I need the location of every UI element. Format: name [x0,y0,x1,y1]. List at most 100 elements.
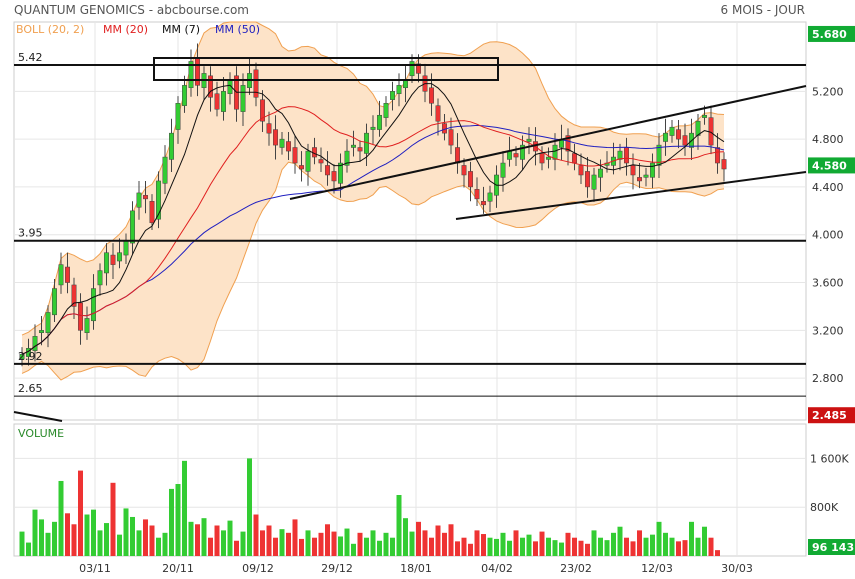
volume-bar [539,531,545,556]
candle [565,128,571,166]
candle [715,133,720,174]
volume-bar [169,488,174,556]
candle-body [526,138,532,142]
candle-body [598,168,603,178]
candle [546,147,551,169]
candle-body [110,254,116,265]
candle [136,180,142,220]
volume-bar [240,531,246,556]
volume-bar [500,532,506,556]
price-tick-label: 3.600 [812,277,844,290]
candle-body [396,85,402,94]
candle [32,324,38,362]
volume-bar [344,528,350,556]
candle [630,153,636,190]
candle [84,306,90,340]
volume-bar [312,537,317,556]
candle-body [84,318,90,334]
candle [149,194,155,230]
volume-bar [234,540,239,556]
volume-bar [214,525,220,556]
candle [682,123,688,156]
candle [637,163,642,189]
candle-body [630,165,636,176]
volume-bar [32,509,38,556]
volume-bar [331,531,337,556]
date-tick-label: 23/02 [560,562,592,575]
trendline-upper [289,85,807,200]
candle [539,146,545,171]
legend: BOLL (20, 2) MM (20) MM (7) MM (50) [16,23,260,36]
candle [663,118,668,156]
volume-bar [637,530,642,556]
volume-bar [435,525,441,556]
volume-bar [383,532,389,556]
volume-bar [52,521,57,556]
volume-bar [513,530,519,556]
axis-max-badge: 5.680 [812,28,847,41]
volume-bar [377,540,382,556]
candle-body [97,270,103,286]
volume-bar [338,536,343,556]
candle-body [520,144,525,160]
candle-body [383,103,389,118]
candle [383,96,389,127]
candle-body [149,201,155,224]
last-price-badge: 4.580 [812,159,847,172]
candle [344,139,350,173]
candle-body [656,144,662,166]
candle-body [279,138,285,148]
legend-boll: BOLL (20, 2) [16,23,84,36]
volume-bar [494,538,499,556]
volume-bar [201,518,207,556]
volume-bar [91,509,96,556]
volume-bar [208,537,213,556]
axis-max-badge-bg [808,25,855,42]
candle [357,140,363,162]
volume-bar [71,524,77,556]
volume-bar [266,525,272,556]
candle-body [71,284,77,307]
candle-body [663,132,668,142]
volume-bar [663,532,668,556]
candle-body [487,192,493,202]
candle-body [552,144,558,160]
candle-body [650,162,655,178]
volume-bar [409,531,415,556]
candle-body [273,129,278,146]
candle [253,62,259,107]
volume-bar [689,521,694,556]
date-tick-label: 09/12 [242,562,274,575]
candle-body [624,147,629,164]
volume-bar [364,537,369,556]
candle-body [318,159,324,164]
date-tick-label: 20/11 [162,562,194,575]
date-tick-label: 30/03 [721,562,753,575]
volume-bar [357,532,363,556]
candle-body [208,75,213,98]
candle [45,305,51,348]
candle-body [52,288,57,316]
candle-body [221,91,226,112]
candle [520,135,525,171]
volume-bar [253,514,259,556]
volume-bar [559,542,564,556]
volume-bar [656,521,662,556]
date-axis: 03/11 20/11 09/12 29/12 18/01 04/02 23/02 12/03… [79,562,753,575]
volume-bar [416,521,421,556]
volume-bar [604,540,610,556]
candle [396,73,402,107]
candle [162,145,168,195]
volume-bar [104,523,109,556]
volume-bar [195,524,200,556]
legend-mm20: MM (20) [103,23,148,36]
volume-bar [669,537,675,556]
candle-body [45,312,51,334]
candle [721,152,727,182]
volume-bar [97,530,103,556]
candle [39,316,44,346]
volume-tick-label: 1 600K [810,452,849,465]
axis-min-badge-bg [808,407,855,424]
candle-body [676,129,681,140]
volume-label: VOLUME [18,427,64,440]
